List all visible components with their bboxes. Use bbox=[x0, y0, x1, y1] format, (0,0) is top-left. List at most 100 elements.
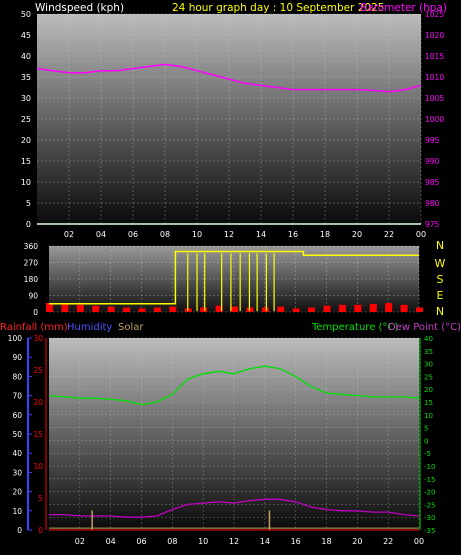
wind-speed-bar bbox=[338, 304, 346, 312]
rain-tick-label: 30 bbox=[33, 334, 43, 343]
panel1-x-tick-label: 02 bbox=[64, 230, 74, 239]
wind-speed-bar bbox=[169, 306, 177, 312]
windspeed-tick-label: 0 bbox=[26, 220, 31, 229]
compass-n-top: N bbox=[436, 239, 444, 252]
panel3-x-tick-label: 18 bbox=[321, 537, 331, 546]
barometer-tick-label: 980 bbox=[425, 199, 440, 208]
humidity-legend: Humidity bbox=[67, 322, 112, 333]
compass-e: E bbox=[437, 289, 444, 302]
wind-speed-bar bbox=[354, 304, 362, 312]
barometer-axis-title: Barometer (hpa) bbox=[360, 2, 447, 14]
temperature-tick-label: 20 bbox=[424, 386, 433, 394]
wind-speed-bar bbox=[400, 304, 408, 312]
wind-direction-line bbox=[49, 250, 419, 305]
wind-speed-bar bbox=[385, 303, 393, 312]
windspeed-tick-label: 45 bbox=[21, 31, 31, 40]
direction-tick-label: 180 bbox=[24, 275, 39, 284]
compass-w: W bbox=[435, 257, 446, 270]
windspeed-tick-label: 25 bbox=[21, 115, 31, 124]
panel3-x-tick-label: 20 bbox=[352, 537, 362, 546]
wind-speed-bar bbox=[215, 305, 223, 312]
panel3-x-tick-label: 04 bbox=[106, 537, 116, 546]
panel3-x-tick-label: 10 bbox=[198, 537, 208, 546]
wind-speed-bar bbox=[231, 306, 238, 312]
temperature-tick-label: 0 bbox=[424, 437, 428, 445]
temperature-tick-label: -20 bbox=[424, 489, 435, 497]
wind-speed-bar bbox=[138, 308, 146, 312]
wind-speed-bar bbox=[46, 303, 53, 312]
humidity-tick-label: 80 bbox=[12, 372, 22, 381]
windspeed-tick-label: 20 bbox=[21, 136, 31, 145]
rain-tick-label: 25 bbox=[33, 366, 43, 375]
panel1-x-tick-label: 16 bbox=[288, 230, 298, 239]
barometer-tick-label: 990 bbox=[425, 157, 440, 166]
humidity-tick-label: 50 bbox=[12, 430, 22, 439]
humidity-tick-label: 30 bbox=[12, 468, 22, 477]
barometer-tick-label: 1020 bbox=[425, 31, 444, 40]
panel3-x-tick-label: 00 bbox=[414, 537, 424, 546]
direction-tick-label: 90 bbox=[28, 292, 38, 301]
rain-tick-label: 20 bbox=[33, 398, 43, 407]
panel3-x-tick-label: 22 bbox=[383, 537, 393, 546]
wind-speed-bar bbox=[277, 306, 285, 312]
windspeed-axis-title: Windspeed (kph) bbox=[35, 2, 124, 14]
chart-title: 24 hour graph day : 10 September 2025 bbox=[172, 2, 384, 14]
wind-speed-bar bbox=[107, 306, 115, 312]
barometer-tick-label: 1005 bbox=[425, 94, 444, 103]
rain-tick-label: 0 bbox=[38, 526, 43, 535]
humidity-tick-label: 20 bbox=[12, 488, 22, 497]
chart-marks bbox=[36, 63, 423, 531]
humidity-tick-label: 40 bbox=[12, 449, 22, 458]
barometer-tick-label: 1000 bbox=[425, 115, 444, 124]
temperature-tick-label: 5 bbox=[424, 425, 428, 433]
temperature-tick-label: 40 bbox=[424, 335, 433, 343]
axes-labels: 0510152025303540455097598098599099510001… bbox=[8, 10, 445, 546]
barometer-tick-label: 975 bbox=[425, 220, 440, 229]
temperature-tick-label: 25 bbox=[424, 373, 433, 381]
panel1-x-tick-label: 10 bbox=[192, 230, 202, 239]
temperature-legend: Temperature (°C) bbox=[311, 322, 398, 333]
temperature-tick-label: 10 bbox=[424, 412, 433, 420]
rainfall-legend: Rainfall (mm) bbox=[0, 322, 68, 333]
direction-tick-label: 360 bbox=[24, 242, 39, 251]
windspeed-tick-label: 30 bbox=[21, 94, 31, 103]
temperature-line bbox=[48, 365, 420, 406]
barometer-tick-label: 1025 bbox=[425, 10, 444, 19]
rain-tick-label: 10 bbox=[33, 462, 43, 471]
panel3-x-tick-label: 12 bbox=[229, 537, 239, 546]
panel3-x-tick-label: 14 bbox=[260, 537, 270, 546]
temperature-tick-label: -5 bbox=[424, 450, 431, 458]
panel1-x-tick-label: 20 bbox=[352, 230, 362, 239]
windspeed-tick-label: 10 bbox=[21, 178, 31, 187]
compass-labels: N W S E N bbox=[435, 239, 446, 318]
wind-speed-bar bbox=[200, 307, 208, 312]
panel1-x-tick-label: 12 bbox=[224, 230, 234, 239]
temperature-tick-label: -15 bbox=[424, 476, 435, 484]
dewpoint-legend: Dew Point (°C) bbox=[388, 322, 461, 333]
temperature-tick-label: 15 bbox=[424, 399, 433, 407]
humidity-tick-label: 90 bbox=[12, 353, 22, 362]
panel1-x-tick-label: 08 bbox=[160, 230, 170, 239]
panel3-x-tick-label: 16 bbox=[291, 537, 301, 546]
panel1-x-tick-label: 04 bbox=[96, 230, 106, 239]
temperature-tick-label: -30 bbox=[424, 514, 435, 522]
wind-speed-bar bbox=[153, 307, 161, 312]
wind-speed-bar bbox=[369, 303, 377, 312]
panel1-x-tick-label: 06 bbox=[128, 230, 138, 239]
solar-legend: Solar bbox=[118, 322, 144, 333]
dewpoint-line bbox=[49, 498, 420, 518]
compass-n-bottom: N bbox=[436, 305, 444, 318]
panel3-x-tick-label: 08 bbox=[167, 537, 177, 546]
temperature-tick-label: 30 bbox=[424, 361, 433, 369]
rain-tick-label: 15 bbox=[33, 430, 43, 439]
barometer-tick-label: 985 bbox=[425, 178, 440, 187]
barometer-tick-label: 1010 bbox=[425, 73, 444, 82]
wind-speed-bar bbox=[292, 308, 300, 312]
barometer-line bbox=[36, 63, 422, 93]
wind-speed-bar bbox=[61, 303, 69, 312]
temperature-tick-label: -35 bbox=[424, 527, 435, 535]
rain-tick-label: 5 bbox=[38, 494, 43, 503]
compass-s: S bbox=[437, 273, 444, 286]
